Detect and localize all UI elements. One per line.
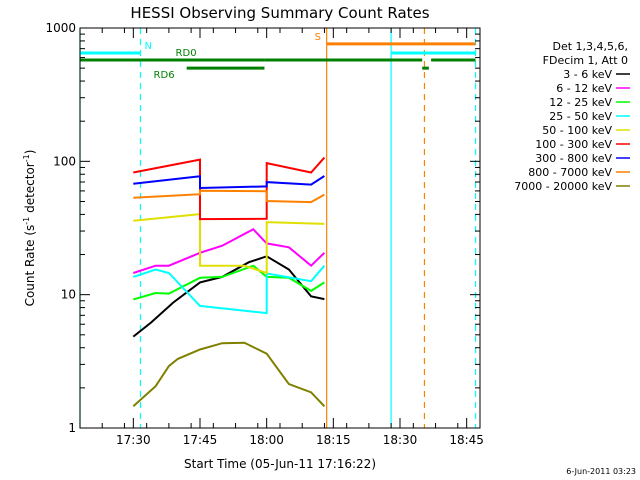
x-tick-label: 17:30 [116, 433, 151, 447]
legend-entry-label: 3 - 6 keV [563, 68, 612, 81]
legend-entry-label: 7000 - 20000 keV [514, 180, 612, 193]
y-axis-label-end: ) [23, 150, 37, 155]
x-tick-label: 18:00 [249, 433, 284, 447]
flag-label-s: S [315, 32, 321, 43]
legend-entry-label: 100 - 300 keV [535, 138, 612, 151]
series-line [132, 255, 325, 338]
legend-entry-label: 50 - 100 keV [542, 124, 612, 137]
y-tick-label: 1 [68, 421, 76, 435]
legend-entry-label: 300 - 800 keV [535, 152, 612, 165]
legend-header-line-1: Det 1,3,4,5,6, [552, 40, 628, 53]
series-line [133, 189, 325, 204]
x-tick-label: 18:30 [383, 433, 418, 447]
footer-timestamp: 6-Jun-2011 03:23 [566, 467, 636, 476]
y-tick-label: 10 [61, 288, 76, 302]
series-line [133, 156, 326, 221]
y-axis-label-sup-1: -1 [22, 217, 31, 225]
chart-title: HESSI Observing Summary Count Rates [130, 4, 429, 22]
x-tick-label: 17:45 [183, 433, 218, 447]
x-tick-label: 18:15 [316, 433, 351, 447]
plot-area [80, 28, 480, 428]
y-axis-label-main: Count Rate (s [23, 225, 37, 307]
y-axis-label: Count Rate (s-1 detector-1) [22, 150, 37, 307]
legend-header-line-2: FDecim 1, Att 0 [543, 54, 628, 67]
y-tick-label: 100 [53, 154, 76, 168]
flag-label-rd0: RD0 [176, 48, 197, 59]
legend-entry-label: 800 - 7000 keV [528, 166, 612, 179]
series-line [132, 341, 326, 408]
flag-label-rd6: RD6 [154, 70, 175, 81]
legend-entry-label: 6 - 12 keV [556, 82, 612, 95]
legend: Det 1,3,4,5,6, FDecim 1, Att 0 [543, 40, 628, 67]
legend-entry-label: 12 - 25 keV [549, 96, 612, 109]
y-tick-label: 1000 [45, 21, 76, 35]
legend-entry-label: 25 - 50 keV [549, 110, 612, 123]
series-line [133, 264, 325, 301]
x-tick-label: 18:45 [449, 433, 484, 447]
y-axis-label-mid: detector [23, 162, 37, 217]
flag-label-n: N [144, 41, 151, 52]
y-axis-label-sup-2: -1 [22, 154, 31, 162]
axes: 1 10 100 1000 17:30 17:45 18:00 18:15 18:30 18:45 [45, 21, 484, 447]
x-axis-label: Start Time (05-Jun-11 17:16:22) [184, 457, 376, 471]
series-line [132, 228, 326, 274]
series-line [132, 265, 326, 315]
series-line [133, 175, 325, 190]
plot-background [80, 28, 480, 428]
